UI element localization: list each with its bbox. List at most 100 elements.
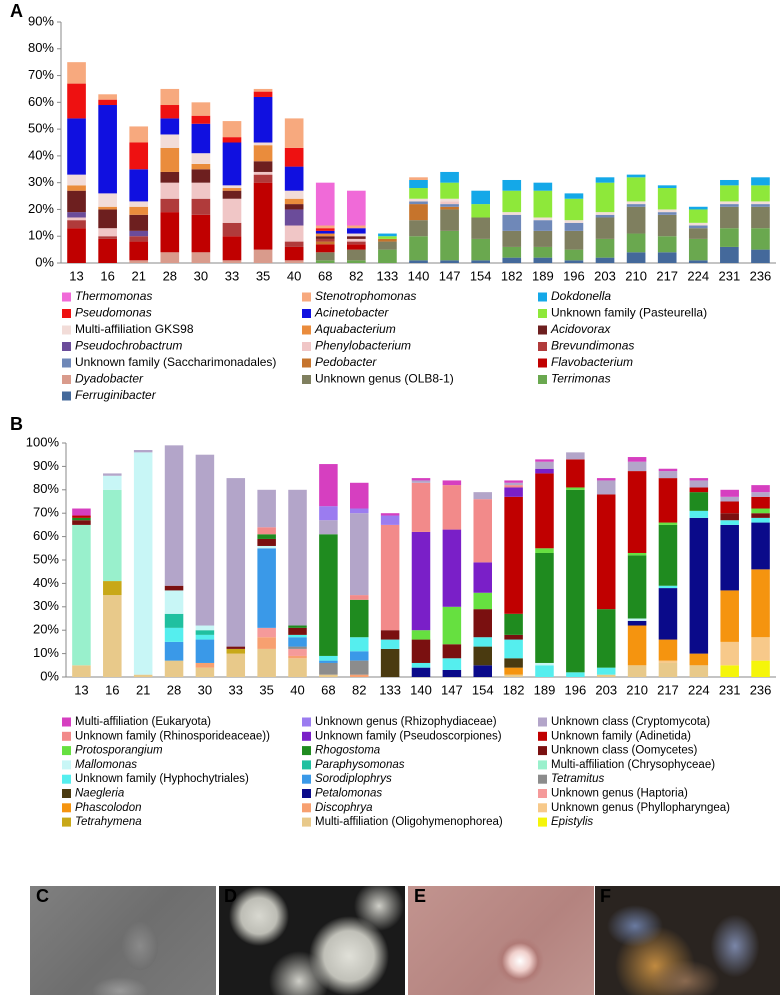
bar-segment <box>689 653 709 666</box>
x-tick-label: 13 <box>69 268 83 283</box>
bar-segment <box>98 209 117 229</box>
bar-segment <box>129 201 149 207</box>
bar-segment <box>284 225 304 242</box>
bar-segment <box>347 236 366 239</box>
bar-segment <box>658 471 678 479</box>
legend-label: Unknown family (Pseudoscorpiones) <box>315 730 502 742</box>
bar-segment <box>564 220 584 223</box>
bar-segment <box>288 627 307 635</box>
bar-segment <box>284 204 304 210</box>
bar-segment <box>195 454 215 626</box>
bar-segment <box>257 489 276 528</box>
bar-segment <box>253 91 273 97</box>
bar-segment <box>164 585 184 591</box>
bar-segment <box>160 212 180 253</box>
bar-segment <box>257 545 276 549</box>
bar-segment <box>502 179 522 191</box>
bar-segment <box>257 637 276 649</box>
x-tick-label: 133 <box>379 682 401 697</box>
bar-segment <box>535 552 554 663</box>
bar-segment <box>253 145 273 162</box>
x-tick-label: 147 <box>439 268 461 283</box>
bar-segment <box>129 260 149 263</box>
x-tick-label: 140 <box>408 268 430 283</box>
bar-segment <box>411 480 431 483</box>
y-tick-label: 40% <box>33 575 59 590</box>
bar-segment <box>164 641 184 661</box>
bar-segment <box>409 204 428 221</box>
x-tick-label: 231 <box>719 268 741 283</box>
bar-segment <box>319 534 338 656</box>
legend-label: Unknown family (Adinetida) <box>551 730 691 742</box>
bar-segment <box>98 228 117 237</box>
bar-segment <box>471 190 490 205</box>
bar-segment <box>471 217 490 239</box>
y-tick-label: 0% <box>35 254 54 269</box>
bar-segment <box>164 445 184 586</box>
bar-segment <box>626 204 646 207</box>
bar-segment <box>440 171 459 183</box>
bar-segment <box>720 496 739 502</box>
bar-segment <box>347 228 366 234</box>
bar-segment <box>751 485 770 493</box>
bar-segment <box>72 520 91 525</box>
bar-segment <box>566 459 585 488</box>
bar-segment <box>596 609 616 668</box>
bar-segment <box>627 618 647 621</box>
bar-segment <box>535 665 554 677</box>
x-tick-label: 35 <box>259 682 273 697</box>
bar-segment <box>160 88 180 106</box>
bar-segment <box>595 182 615 213</box>
x-tick-label: 203 <box>594 268 616 283</box>
legend-swatch <box>302 746 311 756</box>
x-tick-label: 182 <box>501 268 523 283</box>
legend-swatch <box>62 817 71 827</box>
bar-segment <box>226 478 246 647</box>
legend-swatch <box>302 717 311 727</box>
x-tick-label: 16 <box>100 268 114 283</box>
legend-label: Tetramitus <box>551 773 605 785</box>
bar-segment <box>319 662 338 675</box>
bar-segment <box>442 485 462 530</box>
bar-segment <box>720 201 739 205</box>
bar-segment <box>720 665 739 677</box>
bar-segment <box>160 252 180 263</box>
bar-segment <box>626 177 646 202</box>
legend-label: Tetrahymena <box>75 816 142 828</box>
legend-label: Acinetobacter <box>314 306 389 320</box>
bar-segment <box>751 508 770 514</box>
bar-segment <box>535 461 554 469</box>
bar-segment <box>98 94 117 100</box>
bar-segment <box>72 508 91 516</box>
bar-segment <box>535 468 554 474</box>
bar-segment <box>288 646 307 649</box>
bar-segment <box>129 230 149 237</box>
bar-segment <box>533 257 553 263</box>
bar-segment <box>627 457 647 462</box>
bar-segment <box>164 660 184 677</box>
bar-segment <box>222 137 242 143</box>
x-tick-label: 182 <box>503 682 525 697</box>
bar-segment <box>164 627 184 642</box>
bar-segment <box>315 238 335 242</box>
bar-segment <box>595 238 615 258</box>
x-tick-label: 224 <box>688 682 710 697</box>
bar-segment <box>72 524 91 666</box>
x-tick-label: 13 <box>74 682 88 697</box>
legend-label: Pedobacter <box>315 355 377 369</box>
bar-segment <box>380 648 400 677</box>
bar-segment <box>98 99 117 106</box>
bar-segment <box>751 206 770 229</box>
photo <box>408 886 594 995</box>
bar-segment <box>657 236 677 253</box>
legend-swatch <box>538 342 547 351</box>
bar-segment <box>627 471 647 553</box>
bar-segment <box>222 142 242 186</box>
bar-segment <box>720 590 739 642</box>
bar-segment <box>689 492 709 511</box>
bar-segment <box>751 569 770 638</box>
bar-segment <box>411 662 431 668</box>
bar-segment <box>564 198 584 221</box>
bar-segment <box>751 204 770 207</box>
bar-segment <box>284 166 304 191</box>
